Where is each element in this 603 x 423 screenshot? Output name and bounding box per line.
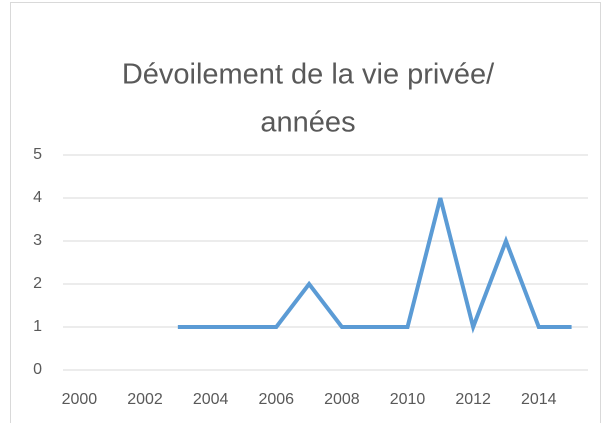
x-tick-label: 2002	[127, 391, 163, 408]
chart-frame	[10, 2, 601, 423]
y-tick-label: 5	[33, 146, 42, 163]
y-tick-label: 2	[33, 275, 42, 292]
data-line	[177, 197, 572, 334]
chart-title: années	[260, 107, 355, 139]
y-tick-label: 0	[33, 361, 42, 378]
x-tick-label: 2014	[521, 391, 557, 408]
x-tick-label: 2000	[62, 391, 98, 408]
y-tick-label: 3	[33, 232, 42, 249]
chart-title: Dévoilement de la vie privée/	[122, 59, 495, 91]
y-tick-label: 1	[33, 318, 42, 335]
x-tick-label: 2004	[193, 391, 229, 408]
x-tick-label: 2010	[390, 391, 426, 408]
x-tick-label: 2006	[258, 391, 294, 408]
x-tick-label: 2008	[324, 391, 360, 408]
y-tick-label: 4	[33, 189, 42, 206]
x-tick-label: 2012	[455, 391, 491, 408]
